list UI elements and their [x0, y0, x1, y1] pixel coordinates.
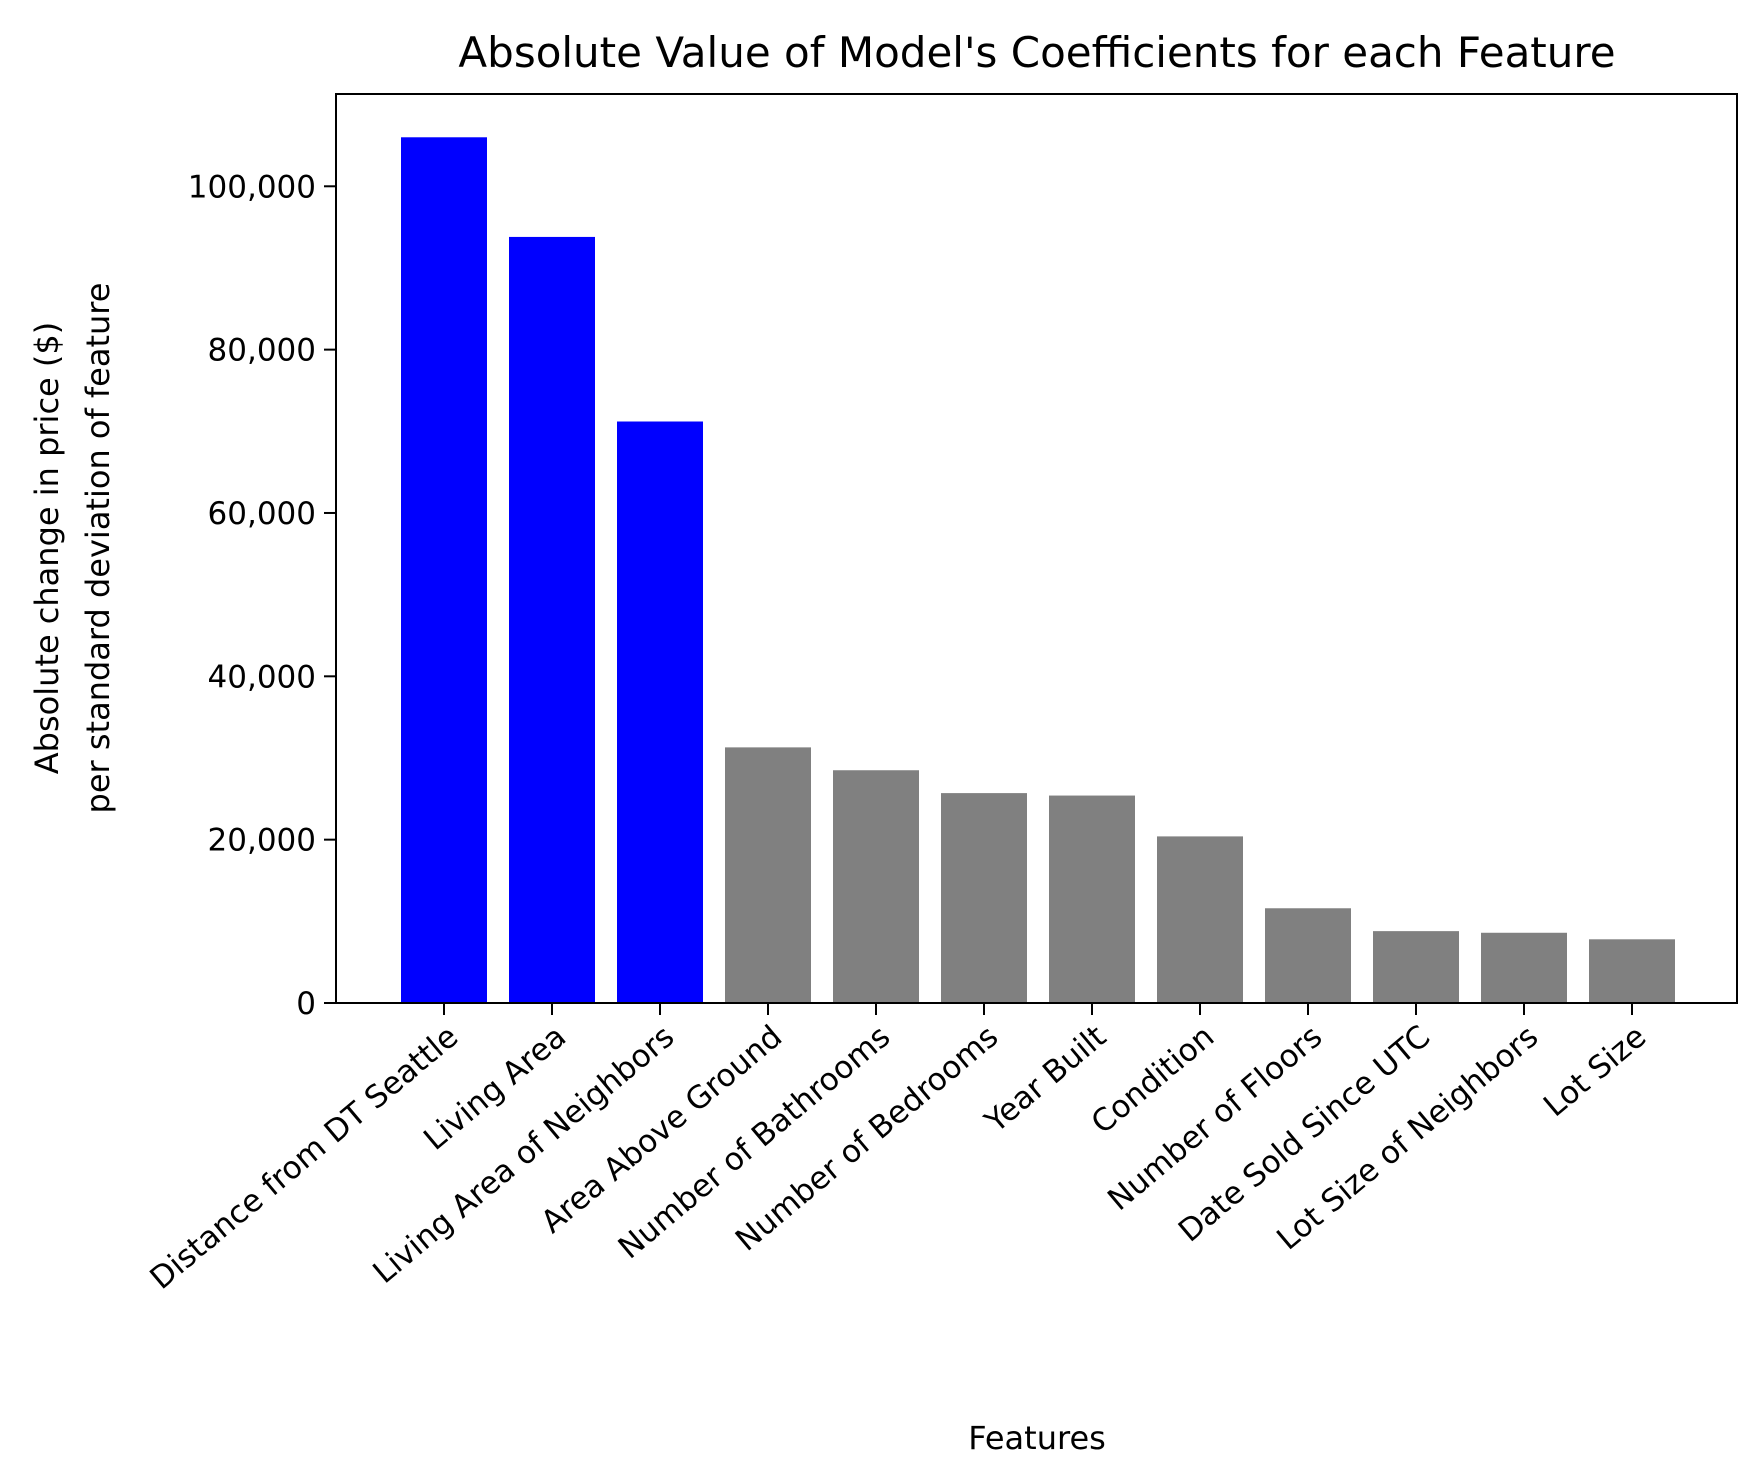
bar [1481, 932, 1567, 1003]
bar [833, 770, 919, 1003]
bar [725, 747, 811, 1003]
y-tick-label: 80,000 [208, 333, 316, 369]
y-tick-label: 100,000 [188, 169, 316, 205]
plot-frame [335, 93, 1738, 1004]
bar [1049, 795, 1135, 1003]
bar [941, 793, 1027, 1003]
y-tick-label: 40,000 [208, 659, 316, 695]
bar [509, 236, 595, 1003]
bar [617, 421, 703, 1003]
bar [1157, 836, 1243, 1003]
x-axis-label: Features [968, 1419, 1106, 1457]
bar [1265, 908, 1351, 1003]
y-axis: 0 20,000 40,000 60,000 80,000 100,000 [188, 169, 336, 1022]
y-axis-label-line-1: Absolute change in price ($) [28, 322, 66, 774]
y-tick-label: 60,000 [208, 496, 316, 532]
y-tick-label: 20,000 [208, 823, 316, 859]
bar [401, 137, 487, 1004]
chart-title: Absolute Value of Model's Coefficients f… [458, 28, 1615, 77]
bars-layer [401, 137, 1675, 1004]
y-axis-label-line-2: per standard deviation of feature [79, 283, 117, 814]
y-tick-label: 0 [296, 986, 316, 1022]
bar [1589, 939, 1675, 1003]
bar [1373, 931, 1459, 1003]
